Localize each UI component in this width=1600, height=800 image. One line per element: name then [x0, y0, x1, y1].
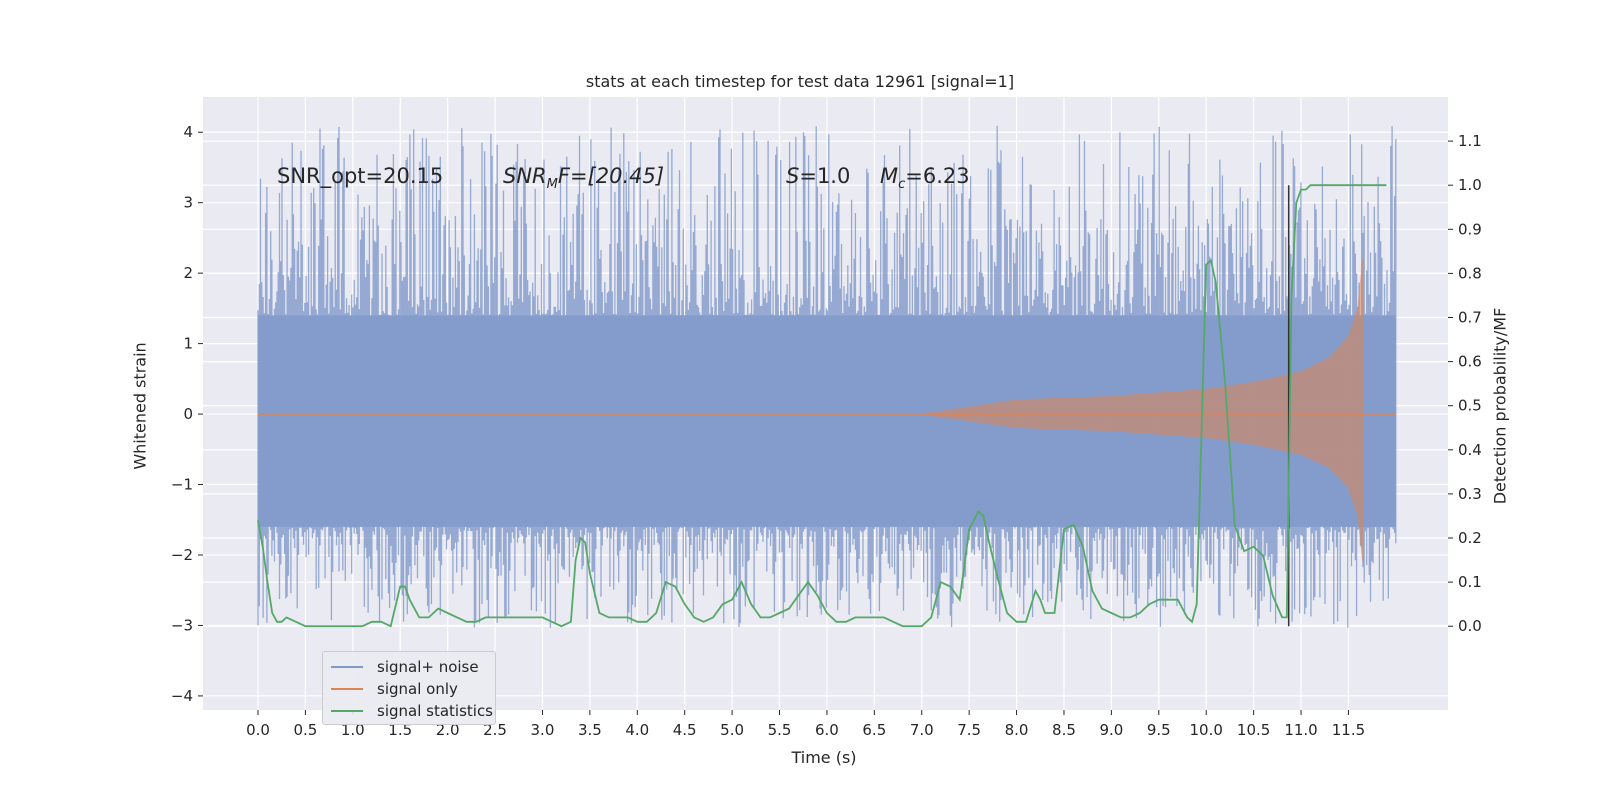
legend-label-signal-noise: signal+ noise	[377, 658, 479, 676]
x-tick-label: 10.5	[1237, 721, 1270, 739]
x-tick-label: 4.5	[673, 721, 697, 739]
signal-statistics-line	[257, 184, 1387, 628]
x-tick-label: 9.0	[1099, 721, 1123, 739]
legend-item-signal-only: signal only	[331, 678, 458, 700]
x-tick-label: 5.0	[720, 721, 744, 739]
y-right-tick-label: 1.0	[1458, 176, 1482, 194]
y-right-tick-label: 0.9	[1458, 220, 1482, 238]
legend-swatch-signal-noise	[331, 666, 363, 668]
x-tick-label: 5.5	[768, 721, 792, 739]
y-tick-label: −3	[171, 616, 193, 634]
y-right-tick-label: 0.2	[1458, 529, 1482, 547]
y-right-tick-label: 0.7	[1458, 309, 1482, 327]
snr-mf-rest: F=[20.45]	[557, 164, 665, 188]
y-axis-label-right: Detection probability/MF	[1490, 307, 1510, 505]
x-tick-label: 11.0	[1284, 721, 1317, 739]
signal-only-series	[257, 185, 1396, 627]
y-right-tick-label: 0.8	[1458, 264, 1482, 282]
x-tick-label: 1.5	[388, 721, 412, 739]
x-tick-label: 7.0	[910, 721, 934, 739]
x-tick-label: 1.0	[341, 721, 365, 739]
x-tick-label: 9.5	[1147, 721, 1171, 739]
s-label: S	[786, 164, 800, 188]
mc-sub: c	[898, 177, 906, 193]
legend: signal+ noise signal only signal statist…	[322, 651, 496, 725]
x-tick-label: 0.5	[293, 721, 317, 739]
y-right-tick-label: 0.5	[1458, 397, 1482, 415]
annotation-s: S=1.0	[786, 164, 850, 188]
chart-title: stats at each timestep for test data 129…	[585, 72, 1015, 91]
signal-only-envelope	[258, 259, 1396, 562]
y-right-tick-label: 0.6	[1458, 353, 1482, 371]
snr-mf-sub: M	[546, 177, 558, 193]
legend-item-signal-noise: signal+ noise	[331, 656, 479, 678]
y-tick-label: −4	[171, 687, 193, 705]
legend-label-signal-statistics: signal statistics	[377, 702, 494, 720]
annotation-snr-mf: SNRMF=[20.45]	[503, 164, 664, 193]
y-right-tick-label: 0.4	[1458, 441, 1482, 459]
y-tick-label: 1	[183, 335, 193, 353]
x-tick-label: 8.0	[1005, 721, 1029, 739]
y-right-tick-label: 1.1	[1458, 132, 1482, 150]
x-tick-label: 11.5	[1332, 721, 1365, 739]
x-tick-label: 7.5	[957, 721, 981, 739]
y-right-tick-label: 0.1	[1458, 573, 1482, 591]
legend-swatch-signal-statistics	[331, 710, 363, 712]
x-tick-label: 10.0	[1190, 721, 1223, 739]
x-tick-label: 3.0	[531, 721, 555, 739]
y-right-tick-label: 0.3	[1458, 485, 1482, 503]
y-right-tick-label: 0.0	[1458, 617, 1482, 635]
legend-label-signal-only: signal only	[377, 680, 458, 698]
y-axis-label-left: Whitened strain	[130, 342, 150, 470]
x-tick-label: 2.5	[483, 721, 507, 739]
x-tick-label: 6.5	[862, 721, 886, 739]
y-tick-label: 0	[183, 405, 193, 423]
x-tick-label: 0.0	[246, 721, 270, 739]
x-axis-label: Time (s)	[791, 748, 857, 767]
x-tick-label: 8.5	[1052, 721, 1076, 739]
legend-swatch-signal-only	[331, 688, 363, 690]
mc-value: =6.23	[905, 164, 970, 188]
x-tick-label: 2.0	[436, 721, 460, 739]
annotation-mc: Mc=6.23	[880, 164, 970, 193]
snr-mf-base: SNR	[503, 164, 547, 188]
mc-base: M	[880, 164, 899, 188]
s-value: =1.0	[799, 164, 851, 188]
x-tick-label: 4.0	[625, 721, 649, 739]
signal-statistics-series	[257, 184, 1387, 628]
y-tick-label: 4	[183, 123, 193, 141]
axis-ticks: 0.0 0.5 1.0 1.5 2.0 2.5 3.0 3.5 4.0 4.5 5.0 5.5 6.0 6…	[171, 123, 1482, 739]
y-tick-label: −1	[171, 476, 193, 494]
y-tick-label: 3	[183, 194, 193, 212]
x-tick-label: 3.5	[578, 721, 602, 739]
legend-item-signal-statistics: signal statistics	[331, 700, 493, 722]
y-tick-label: 2	[183, 264, 193, 282]
y-tick-label: −2	[171, 546, 193, 564]
annotation-snr-opt: SNR_opt=20.15	[277, 164, 444, 188]
x-tick-label: 6.0	[815, 721, 839, 739]
